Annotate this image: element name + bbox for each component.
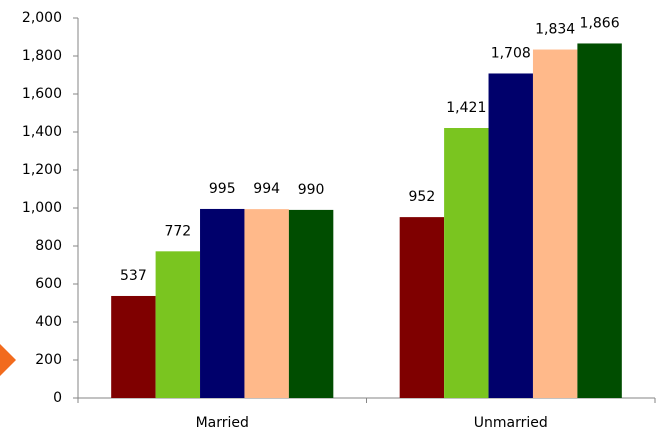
bar <box>200 208 245 398</box>
bar <box>577 43 622 399</box>
y-tick-label: 0 <box>53 390 62 406</box>
y-tick-label: 1,800 <box>22 48 62 64</box>
data-label: 537 <box>120 268 147 284</box>
bar <box>444 128 489 398</box>
data-label: 1,834 <box>535 22 575 38</box>
data-label: 990 <box>298 182 325 198</box>
data-label: 772 <box>164 223 191 239</box>
bar <box>111 295 156 398</box>
data-label: 1,421 <box>446 100 486 116</box>
x-tick-label: Married <box>196 415 249 431</box>
y-tick-label: 1,400 <box>22 124 62 140</box>
bar <box>532 49 578 398</box>
y-tick-label: 400 <box>35 314 62 330</box>
data-label: 1,866 <box>580 15 620 31</box>
x-tick-label: Unmarried <box>474 415 548 431</box>
y-tick-label: 200 <box>35 352 62 368</box>
y-tick-label: 600 <box>35 276 62 292</box>
y-tick-label: 800 <box>35 238 62 254</box>
bar <box>155 251 201 398</box>
y-tick-label: 1,600 <box>22 86 62 102</box>
data-label: 1,708 <box>491 45 531 61</box>
bar <box>488 73 533 398</box>
bar <box>288 209 334 398</box>
bar <box>244 209 289 398</box>
data-label: 952 <box>409 189 436 205</box>
y-tick-label: 1,000 <box>22 200 62 216</box>
decoration <box>0 344 16 376</box>
data-label: 994 <box>253 181 280 197</box>
y-tick-label: 1,200 <box>22 162 62 178</box>
y-tick-label: 2,000 <box>22 10 62 26</box>
data-label: 995 <box>209 181 236 197</box>
bar <box>399 217 445 398</box>
